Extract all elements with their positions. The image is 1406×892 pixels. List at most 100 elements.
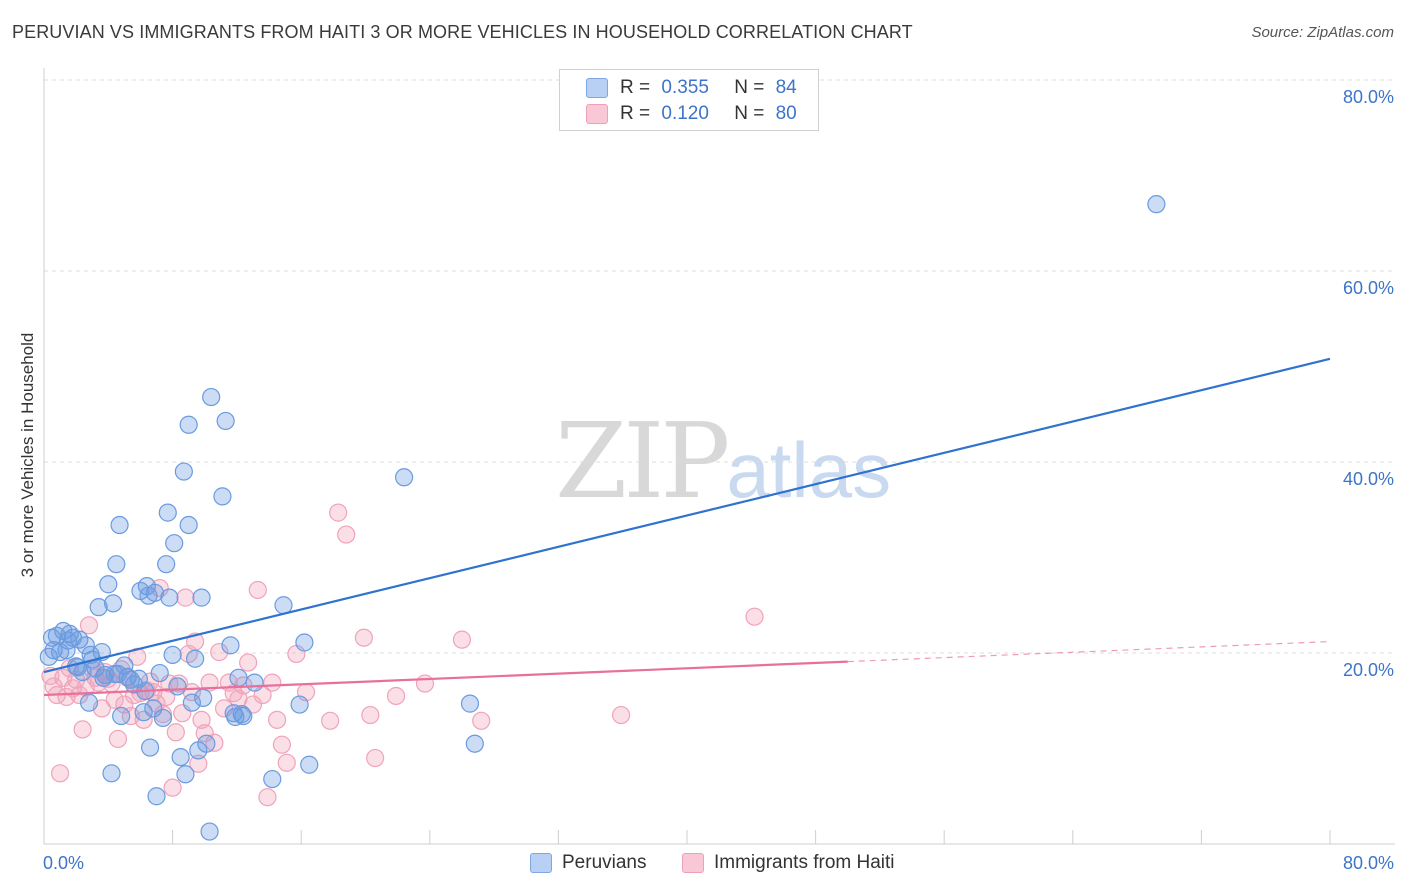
watermark-zip: ZIP — [555, 400, 730, 522]
peruvian-point-69 — [295, 633, 314, 652]
blue-swatch — [586, 78, 608, 98]
peruvian-point-70 — [300, 755, 319, 774]
peruvian-point-56 — [200, 822, 219, 841]
haiti-point-75 — [415, 674, 435, 693]
peruvian-point-36 — [145, 583, 165, 602]
haiti-point-51 — [210, 642, 229, 662]
peruvian-point-55 — [197, 734, 216, 753]
peruvian-point-60 — [221, 636, 240, 655]
haiti-point-70 — [337, 525, 356, 544]
haiti-point-47 — [192, 710, 211, 729]
haiti-point-21 — [108, 729, 128, 749]
y-tick-20: 20.0% — [1342, 660, 1394, 680]
haiti-point-42 — [176, 588, 195, 607]
haiti-trend-extension — [847, 640, 1331, 663]
peruvian-point-57 — [202, 387, 221, 407]
peruvian-point-80 — [105, 664, 124, 684]
haiti-trend-line — [43, 660, 848, 697]
peruvian-point-21 — [104, 594, 123, 613]
axis-layer — [43, 68, 1395, 845]
peruvian-point-37 — [147, 787, 166, 806]
peruvian-point-66 — [263, 769, 282, 789]
peruvian-point-20 — [102, 764, 121, 783]
peruvian-point-16 — [89, 598, 108, 617]
haiti-point-59 — [248, 580, 267, 600]
watermark: ZIPatlas — [555, 400, 891, 522]
peruvian-point-13 — [79, 693, 99, 712]
haiti-point-61 — [258, 788, 277, 807]
y-tick-80: 80.0% — [1342, 87, 1394, 107]
peruvian-point-44 — [165, 534, 184, 553]
legend-haiti-label: Immigrants from Haiti — [714, 852, 895, 873]
haiti-point-77 — [472, 711, 491, 730]
peruvian-point-34 — [140, 738, 160, 757]
haiti-point-73 — [366, 748, 385, 768]
haiti-point-39 — [166, 723, 185, 742]
peruvian-point-78 — [59, 631, 78, 650]
haiti-point-57 — [239, 653, 258, 672]
grid-layer — [44, 79, 1395, 654]
peruvian-point-76 — [94, 668, 113, 687]
peruvian-point-2 — [44, 641, 63, 660]
peruvian-point-47 — [174, 462, 193, 481]
y-tick-60: 60.0% — [1342, 278, 1394, 298]
peruvian-point-50 — [179, 515, 198, 535]
legend-row-1-text: R = 0.355 N = 84 — [620, 77, 797, 98]
peruvian-point-51 — [186, 649, 205, 668]
haiti-point-76 — [452, 630, 472, 649]
x-tick-80: 80.0% — [1342, 853, 1394, 873]
trend-layer — [43, 357, 1331, 697]
haiti-point-78 — [611, 705, 631, 725]
haiti-point-49 — [200, 673, 219, 692]
peruvians-swatch — [530, 853, 552, 873]
peruvian-point-35 — [144, 699, 163, 718]
source-label: Source: ZipAtlas.com — [1251, 24, 1394, 41]
peruvian-point-59 — [216, 411, 235, 431]
peruvian-point-40 — [157, 555, 176, 574]
peruvian-points — [39, 195, 1166, 841]
x-tick-0: 0.0% — [43, 853, 85, 873]
stats-legend: R = 0.355 N = 84 R = 0.120 N = 80 — [559, 69, 819, 131]
peruvian-point-71 — [394, 468, 414, 487]
legend-peruvians-label: Peruvians — [562, 852, 647, 873]
y-tick-40: 40.0% — [1342, 469, 1394, 489]
peruvian-point-72 — [460, 694, 480, 713]
peruvian-point-45 — [168, 677, 187, 696]
haiti-point-23 — [115, 695, 134, 714]
haiti-point-68 — [321, 711, 340, 730]
haiti-point-62 — [263, 673, 282, 692]
peruvian-point-83 — [224, 704, 243, 723]
haiti-point-10 — [73, 720, 92, 739]
y-axis-label: 3 or more Vehicles in Household — [18, 332, 37, 578]
peruvian-point-38 — [150, 663, 169, 683]
peruvian-point-49 — [179, 415, 198, 434]
pink-swatch — [586, 104, 608, 124]
peruvian-point-24 — [110, 515, 129, 535]
peruvian-point-46 — [171, 747, 190, 767]
haiti-point-69 — [329, 503, 348, 522]
haiti-point-63 — [267, 710, 287, 729]
haiti-point-74 — [386, 686, 406, 706]
chart-title: PERUVIAN VS IMMIGRANTS FROM HAITI 3 OR M… — [12, 22, 913, 42]
peruvian-point-42 — [160, 588, 179, 607]
haiti-point-40 — [169, 674, 189, 693]
peruvian-point-39 — [153, 708, 173, 728]
haiti-point-65 — [277, 753, 296, 772]
haiti-point-71 — [354, 628, 373, 647]
haiti-point-9 — [70, 685, 89, 705]
peruvian-point-29 — [124, 675, 144, 694]
peruvian-point-22 — [107, 555, 126, 574]
peruvian-point-43 — [163, 645, 182, 665]
peruvian-point-74 — [1147, 195, 1166, 214]
haiti-point-35 — [153, 705, 173, 724]
peruvian-point-53 — [192, 588, 211, 607]
haiti-point-46 — [189, 754, 208, 773]
peruvian-point-58 — [213, 487, 232, 506]
peruvian-point-62 — [229, 668, 248, 687]
peruvian-point-18 — [95, 665, 115, 685]
peruvian-point-65 — [245, 673, 264, 692]
peruvian-point-19 — [99, 575, 118, 594]
haiti-points — [41, 503, 764, 807]
haiti-point-79 — [745, 607, 764, 626]
